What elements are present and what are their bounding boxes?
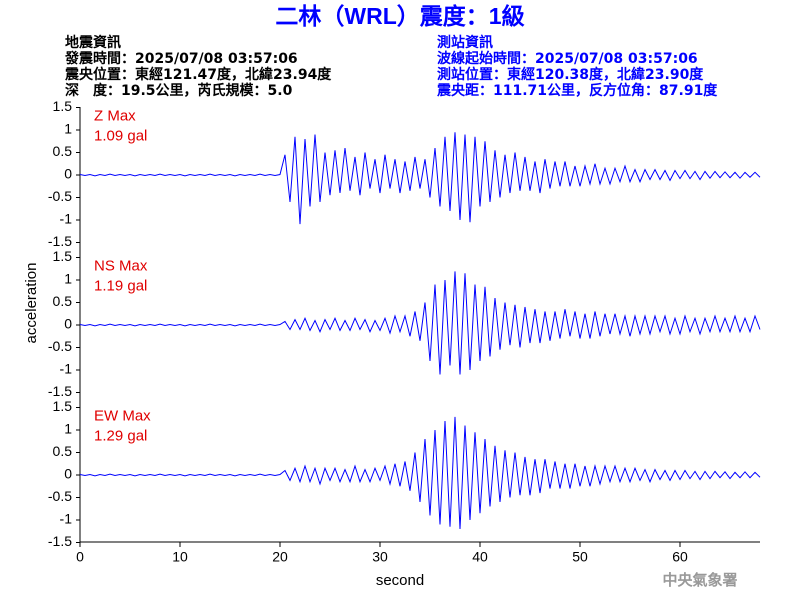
- channel-name: Z Max: [94, 107, 136, 124]
- channel-name: EW Max: [94, 407, 151, 424]
- y-tick-label: -1.5: [48, 383, 72, 399]
- y-tick-label: -1: [60, 361, 73, 377]
- x-tick-label: 20: [272, 549, 288, 565]
- waveform: [79, 132, 761, 225]
- info-left-line: 深 度：19.5公里，芮氏規模：5.0: [65, 82, 293, 99]
- y-tick-label: -1.5: [48, 533, 72, 549]
- x-axis-label: second: [376, 572, 424, 589]
- channel-name: NS Max: [94, 257, 148, 274]
- y-tick-label: 0: [64, 316, 72, 332]
- waveform: [79, 416, 761, 530]
- peak-label: 1.19 gal: [94, 277, 147, 294]
- waveform: [79, 271, 761, 375]
- x-tick-label: 10: [172, 549, 188, 565]
- y-tick-label: 1.5: [53, 398, 73, 414]
- y-tick-label: 1.5: [53, 98, 73, 114]
- info-left-line: 震央位置：東經121.47度，北緯23.94度: [64, 66, 332, 83]
- info-right-line: 測站位置：東經120.38度，北緯23.90度: [437, 66, 704, 83]
- x-tick-label: 30: [372, 549, 388, 565]
- y-tick-label: 1.5: [53, 248, 73, 264]
- y-axis-label: acceleration: [23, 263, 40, 344]
- y-tick-label: 0.5: [53, 143, 73, 159]
- x-tick-label: 50: [572, 549, 588, 565]
- y-tick-label: -1.5: [48, 233, 72, 249]
- x-tick-label: 0: [76, 549, 84, 565]
- peak-label: 1.29 gal: [94, 427, 147, 444]
- y-tick-label: 1: [64, 121, 72, 137]
- y-tick-label: 0.5: [53, 293, 73, 309]
- y-tick-label: 0: [64, 166, 72, 182]
- info-left-line: 發震時間：2025/07/08 03:57:06: [64, 50, 298, 67]
- x-tick-label: 40: [472, 549, 488, 565]
- peak-label: 1.09 gal: [94, 127, 147, 144]
- info-right-line: 測站資訊: [437, 34, 493, 51]
- y-tick-label: 0: [64, 466, 72, 482]
- y-tick-label: 1: [64, 271, 72, 287]
- y-tick-label: -0.5: [48, 338, 72, 354]
- y-tick-label: -0.5: [48, 188, 72, 204]
- info-right-line: 震央距：111.71公里，反方位角：87.91度: [436, 82, 718, 99]
- y-tick-label: 1: [64, 421, 72, 437]
- x-tick-label: 60: [672, 549, 688, 565]
- chart-title: 二林（WRL）震度：1級: [275, 3, 524, 29]
- y-tick-label: -1: [60, 511, 73, 527]
- info-left-line: 地震資訊: [65, 34, 121, 51]
- y-tick-label: -0.5: [48, 488, 72, 504]
- y-tick-label: -1: [60, 211, 73, 227]
- footer: 中央氣象署: [662, 571, 737, 589]
- info-right-line: 波線起始時間：2025/07/08 03:57:06: [437, 50, 698, 67]
- y-tick-label: 0.5: [53, 443, 73, 459]
